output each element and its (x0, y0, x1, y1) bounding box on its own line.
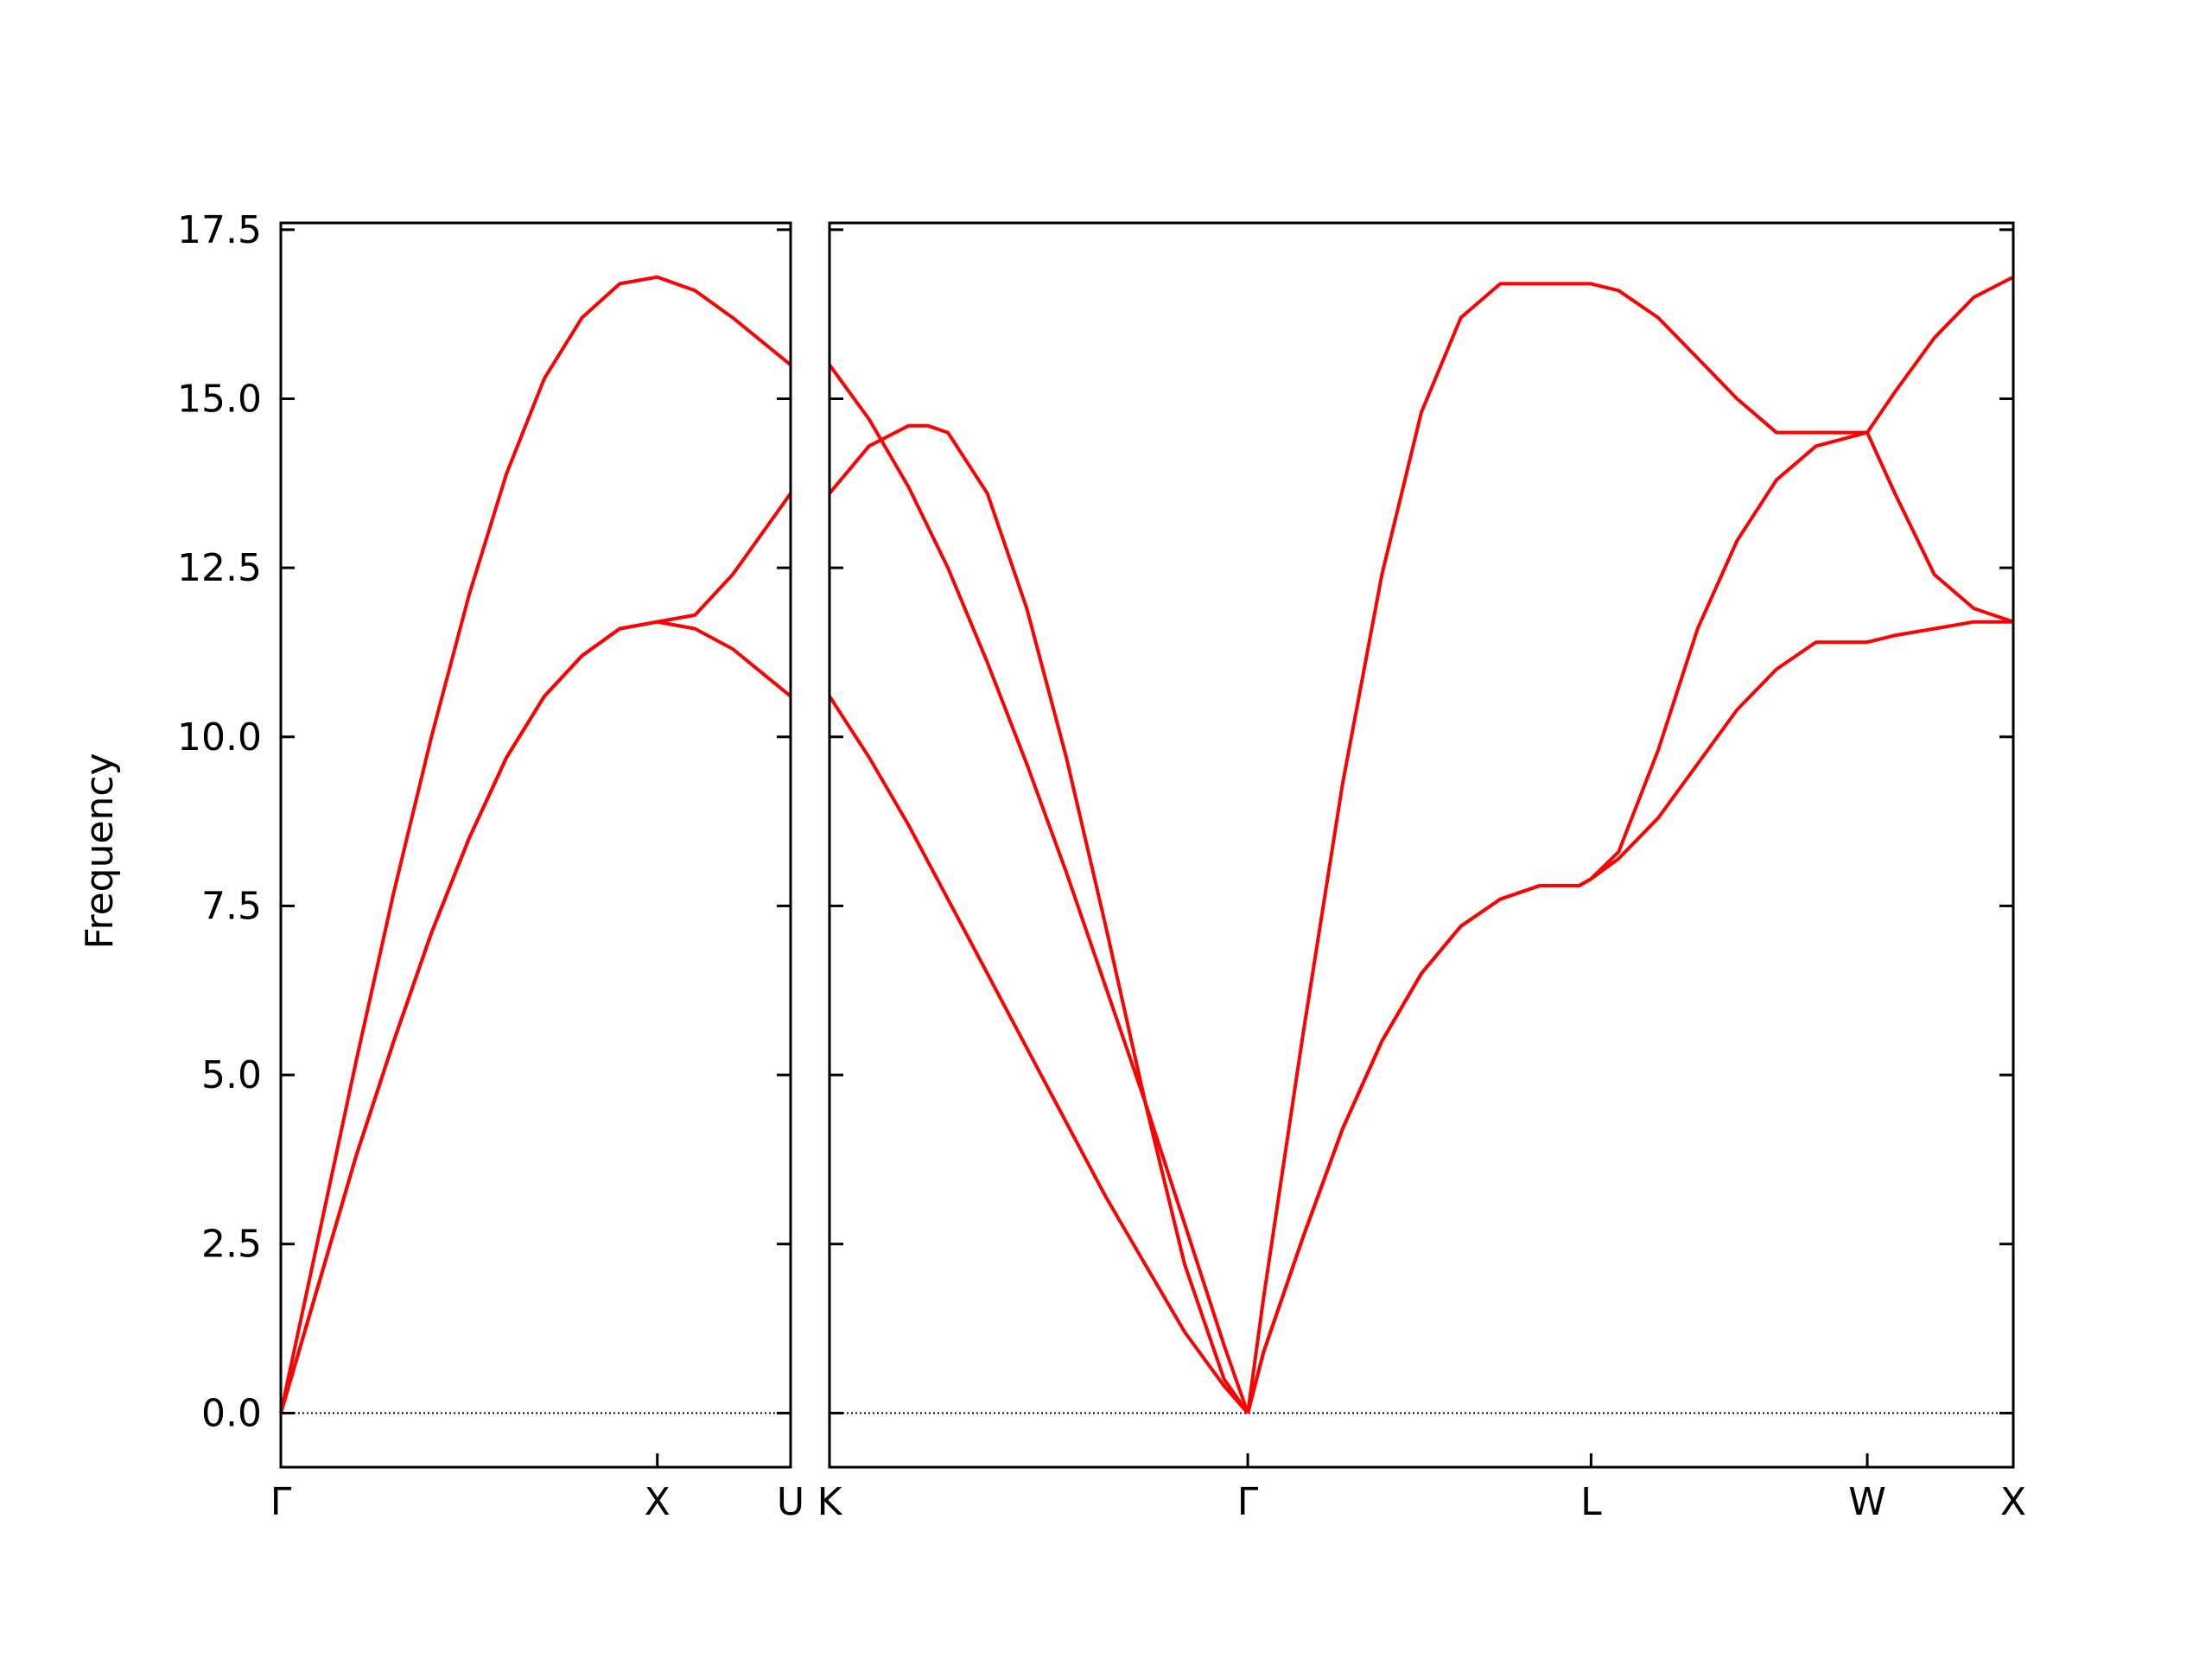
x-tick-label: K (817, 1480, 843, 1524)
band-line-right-1 (828, 423, 1249, 1414)
y-axis-label: Frequency (78, 753, 122, 949)
y-tick-label: 7.5 (201, 884, 262, 928)
x-tick-label: W (1848, 1480, 1886, 1524)
x-tick-label: L (1580, 1480, 1602, 1524)
y-tick-label: 17.5 (177, 208, 262, 252)
plot-frame (279, 221, 792, 1469)
plot-frame (828, 221, 2015, 1469)
y-tick-label: 12.5 (177, 546, 262, 590)
y-tick-label: 0.0 (201, 1391, 262, 1435)
y-tick-label: 10.0 (177, 715, 262, 760)
band-line-right-3 (1246, 275, 2014, 1414)
band-line-right-2 (828, 695, 1249, 1414)
y-tick-label: 2.5 (201, 1223, 262, 1267)
x-tick-label: Γ (270, 1480, 292, 1524)
x-tick-label: U (777, 1480, 804, 1524)
band-line-right-0 (828, 364, 1249, 1414)
band-line-right-5 (1246, 620, 2013, 1414)
band-line-left-1 (279, 492, 792, 1414)
y-tick-label: 5.0 (201, 1053, 262, 1097)
band-line-right-4 (1246, 430, 2014, 1414)
x-tick-label: X (645, 1480, 671, 1524)
band-line-left-0 (279, 275, 792, 1414)
band-line-left-2 (279, 620, 792, 1414)
y-tick-label: 15.0 (177, 377, 262, 421)
x-tick-label: X (2000, 1480, 2026, 1524)
x-tick-label: Γ (1237, 1480, 1259, 1524)
left-panel: 0.0 2.5 5.0 7.5 10.0 12.5 15.0 17.5 Γ X U (177, 208, 804, 1524)
